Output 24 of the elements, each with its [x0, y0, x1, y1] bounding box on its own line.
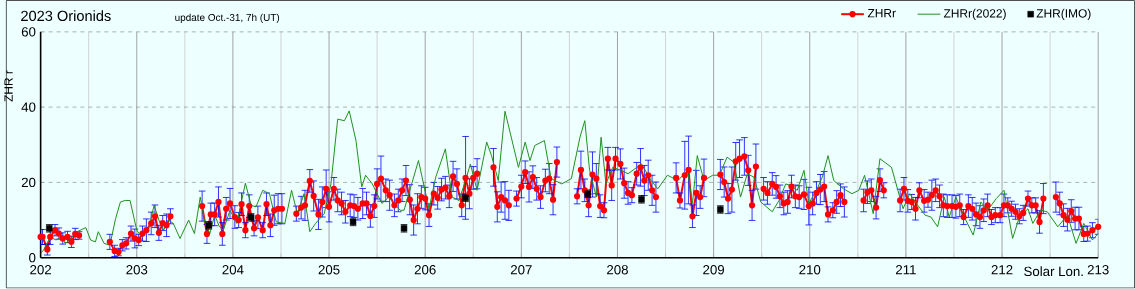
- x-tick-label: 204: [222, 265, 244, 275]
- y-tick-label: 60: [21, 27, 36, 37]
- x-tick-label: 210: [799, 265, 821, 275]
- y-tick-label: 0: [29, 253, 36, 263]
- x-tick-label: 213: [1087, 265, 1109, 275]
- x-tick-label: 207: [510, 265, 532, 275]
- legend-label: ZHR(IMO): [1036, 9, 1091, 21]
- line-series: [40, 110, 1099, 255]
- y-axis-title: ZHR r: [4, 70, 13, 102]
- x-tick-label: 206: [414, 265, 436, 275]
- legend-label: ZHRr(2022): [943, 9, 1006, 21]
- y-tick-label: 40: [21, 102, 36, 113]
- y-tick-label: 20: [21, 177, 36, 188]
- x-tick-label: 203: [126, 265, 148, 275]
- x-tick-label: 208: [607, 265, 628, 275]
- x-tick-label: 211: [895, 265, 916, 275]
- chart-title: 2023 Orionids: [21, 10, 111, 22]
- chart-subtitle: update Oct.-31, 7h (UT): [175, 13, 280, 24]
- legend-label: ZHRr: [867, 9, 896, 18]
- x-tick-label: 202: [30, 265, 52, 275]
- x-axis-title: Solar Lon.: [1024, 266, 1083, 277]
- x-tick-label: 209: [703, 265, 725, 275]
- x-tick-label: 205: [318, 265, 340, 275]
- x-tick-label: 212: [991, 265, 1013, 275]
